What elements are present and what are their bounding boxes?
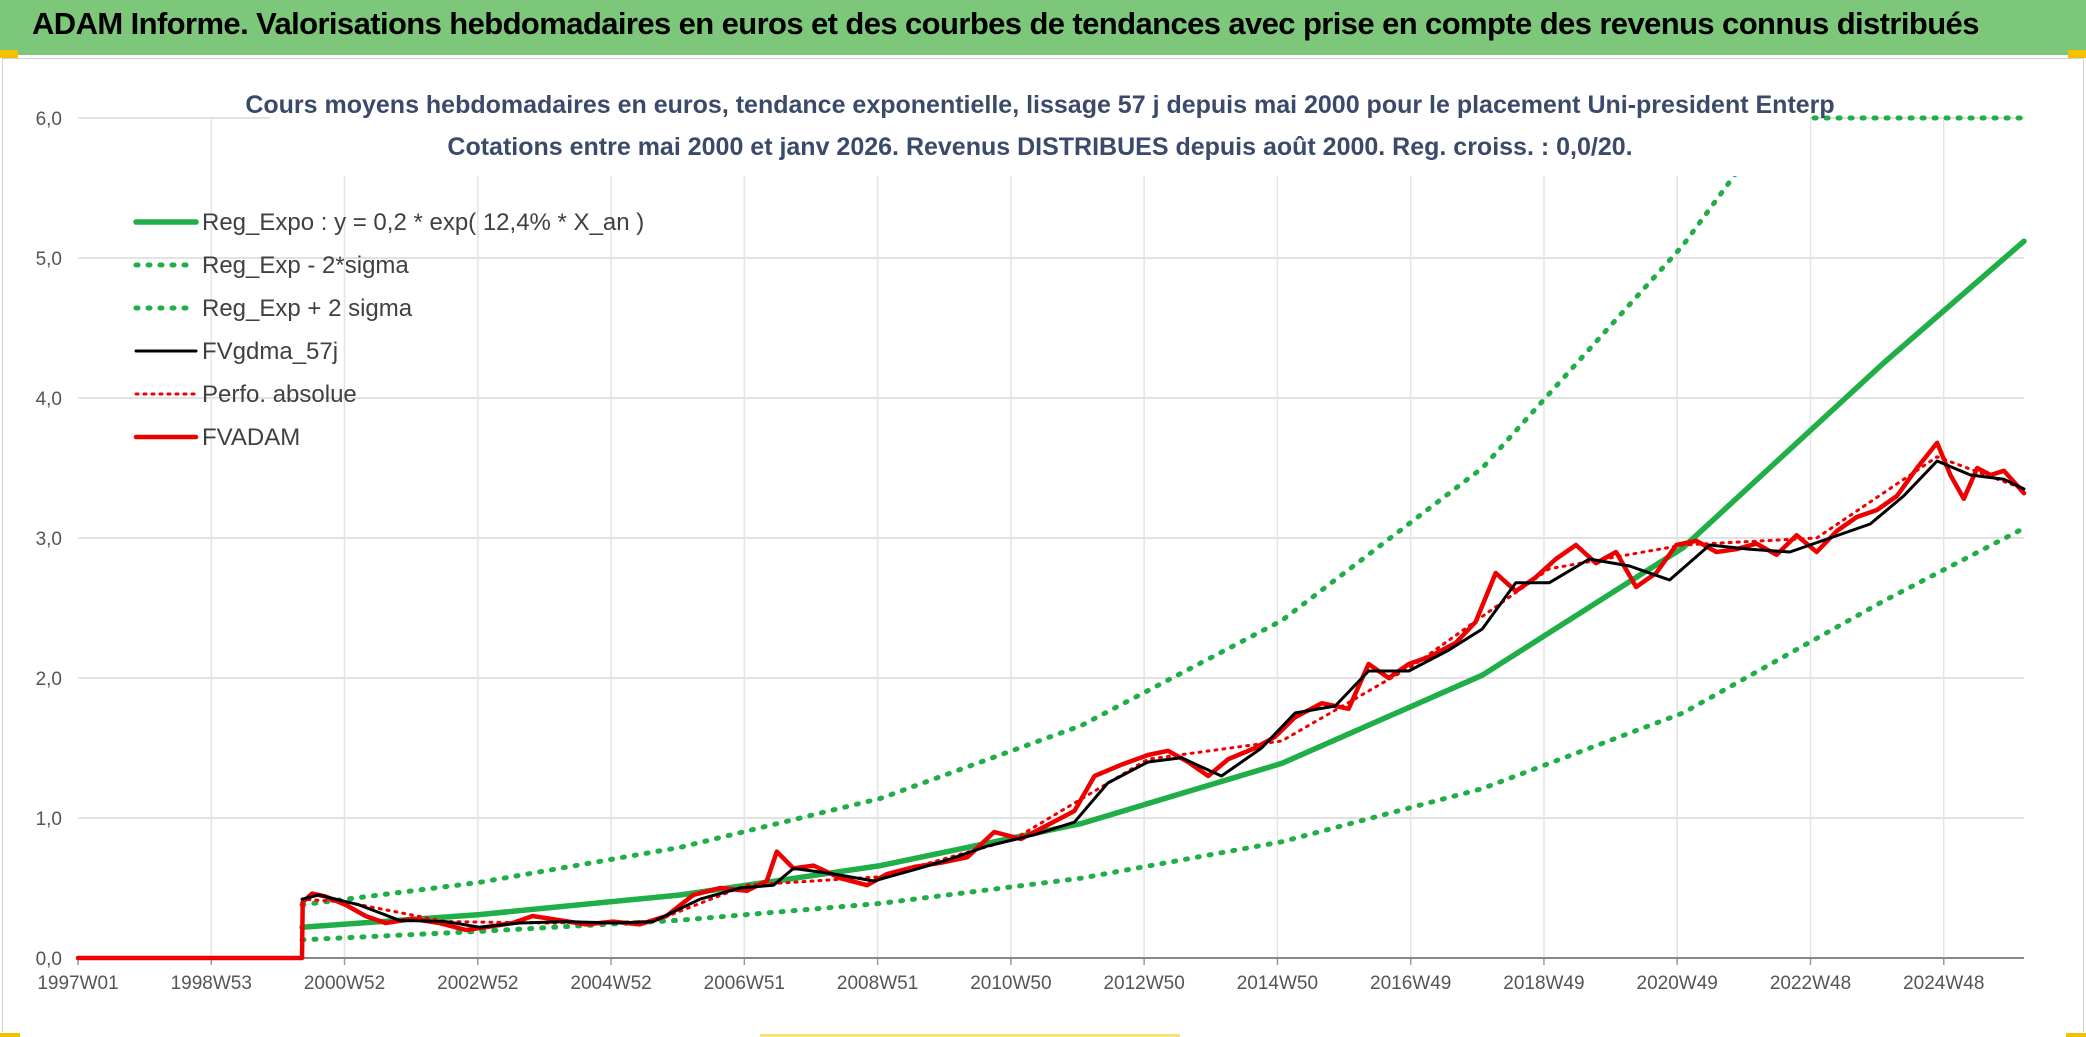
chart-title: Cours moyens hebdomadaires en euros, ten… [245, 91, 1834, 119]
x-tick-label: 1997W01 [37, 973, 118, 994]
chart-frame [2, 58, 2084, 1034]
y-tick-label: 1,0 [36, 809, 62, 830]
series-line-3 [300, 459, 2026, 929]
header-accent-right [2068, 50, 2086, 58]
legend-label: FVADAM [202, 424, 300, 451]
footer-strip [0, 1032, 2086, 1037]
x-tick-label: 1998W53 [171, 973, 252, 994]
x-tick-label: 2020W49 [1637, 973, 1718, 994]
x-tick-label: 2018W49 [1503, 973, 1584, 994]
y-tick-label: 6,0 [36, 109, 62, 130]
series-line-2 [299, 115, 2027, 908]
series-line-1 [299, 525, 2027, 943]
x-tick-label: 2012W50 [1103, 973, 1184, 994]
y-tick-label: 0,0 [36, 949, 62, 970]
x-tick-label: 2002W52 [437, 973, 518, 994]
footer-accent-mid [760, 1034, 1180, 1037]
y-tick-label: 4,0 [36, 389, 62, 410]
y-axis-tick-labels: 0,0 1,0 2,0 3,0 4,0 5,0 6,0 [36, 109, 62, 970]
series-line-5 [75, 440, 2027, 961]
page-title: ADAM Informe. Valorisations hebdomadaire… [32, 6, 1979, 41]
x-axis-tick-labels: 1997W01 1998W53 2000W52 2002W52 2004W52 2006W… [37, 973, 1984, 994]
y-tick-label: 5,0 [36, 249, 62, 270]
chart-subtitle: Cotations entre mai 2000 et janv 2026. R… [447, 133, 1632, 161]
x-tick-label: 2004W52 [570, 973, 651, 994]
series-line-4 [76, 455, 2026, 960]
y-tick-label: 3,0 [36, 529, 62, 550]
legend-label: Reg_Expo : y = 0,2 * exp( 12,4% * X_an ) [202, 209, 644, 236]
x-tick-label: 2000W52 [304, 973, 385, 994]
series-line-0 [299, 238, 2027, 930]
x-tick-label: 2010W50 [970, 973, 1051, 994]
x-tick-label: 2024W48 [1903, 973, 1984, 994]
chart-legend: Reg_Expo : y = 0,2 * exp( 12,4% * X_an )… [133, 209, 644, 451]
header-band [0, 0, 2086, 58]
footer-accent-right [2066, 1033, 2086, 1037]
y-tick-label: 2,0 [36, 669, 62, 690]
x-tick-label: 2008W51 [837, 973, 918, 994]
legend-label: FVgdma_57j [202, 338, 338, 365]
x-tick-label: 2016W49 [1370, 973, 1451, 994]
vertical-gridlines [77, 118, 1945, 965]
x-tick-label: 2022W48 [1770, 973, 1851, 994]
x-tick-label: 2014W50 [1237, 973, 1318, 994]
legend-label: Reg_Exp + 2 sigma [202, 295, 413, 322]
legend-label: Perfo. absolue [202, 381, 357, 408]
x-tick-label: 2006W51 [704, 973, 785, 994]
series-lines [75, 115, 2027, 961]
header-accent-left [0, 50, 18, 58]
footer-accent-left [0, 1033, 20, 1037]
legend-label: Reg_Exp - 2*sigma [202, 252, 409, 279]
